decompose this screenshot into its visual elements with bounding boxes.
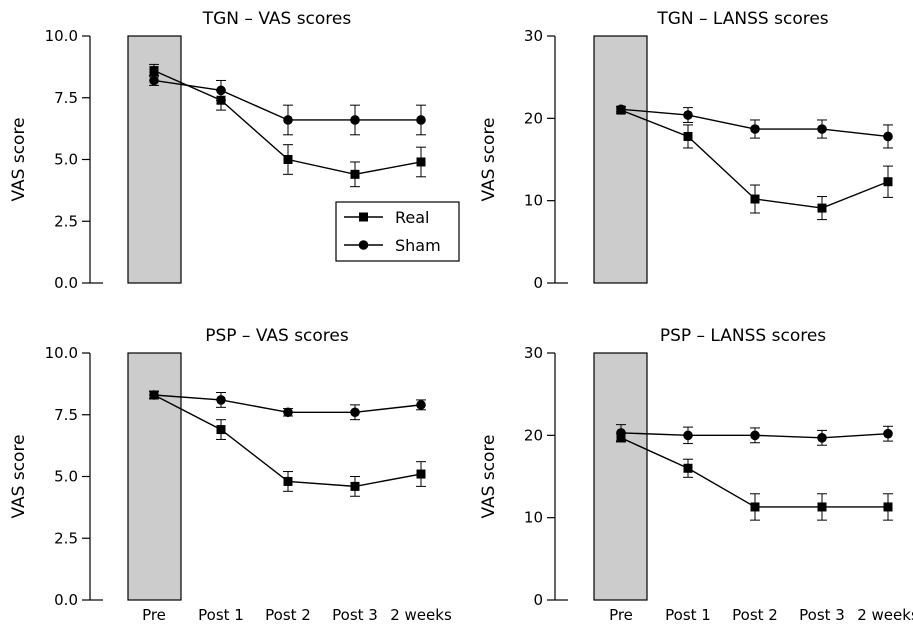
pre-shaded-region — [593, 35, 648, 284]
data-point-square — [283, 155, 293, 164]
series-sham — [149, 75, 426, 136]
data-point-circle — [350, 115, 360, 125]
y-tick-label: 20 — [524, 109, 543, 127]
data-point-square — [817, 502, 827, 512]
data-point-circle — [817, 124, 827, 134]
data-point-square — [750, 194, 760, 204]
data-point-circle — [883, 428, 893, 439]
data-point-square — [416, 469, 426, 479]
y-tick-label: 20 — [524, 426, 543, 444]
data-point-circle — [283, 115, 293, 125]
data-point-circle — [616, 428, 626, 438]
x-tick-label: 2 weeks — [857, 606, 913, 624]
y-tick-label: 30 — [524, 344, 543, 362]
y-tick-label: 2.5 — [54, 529, 78, 547]
x-tick-label: Post 2 — [265, 606, 311, 624]
data-point-circle — [216, 85, 226, 96]
y-tick-label: 10.0 — [45, 27, 78, 45]
chart-title: TGN – LANSS scores — [656, 9, 828, 29]
data-point-circle — [416, 400, 426, 410]
data-point-circle — [817, 433, 827, 443]
series-sham — [149, 390, 426, 421]
legend-label: Real — [395, 208, 430, 227]
y-axis-label: VAS score — [479, 117, 499, 201]
data-point-circle — [216, 395, 226, 405]
y-tick-label: 7.5 — [54, 89, 78, 107]
data-point-circle — [616, 104, 626, 115]
y-tick-label: 10 — [524, 509, 543, 527]
x-tick-label: Post 3 — [799, 606, 845, 624]
x-tick-label: Post 2 — [732, 606, 778, 624]
chart-panel-2: 0 10 20 30 TGN – LANSS scores VAS score — [479, 9, 893, 292]
data-point-square — [416, 157, 426, 167]
data-point-square — [817, 203, 827, 213]
y-tick-label: 10 — [524, 192, 543, 210]
y-tick-label: 10.0 — [45, 344, 78, 362]
data-point-circle — [883, 131, 893, 142]
chart-title: PSP – LANSS scores — [660, 326, 826, 346]
series-sham — [616, 424, 893, 446]
data-point-circle — [149, 390, 159, 400]
data-point-square — [283, 476, 293, 486]
chart-panel-4: 0 10 20 30 Pre Post 1 Post 2 Post 3 2 weeks PSP –… — [479, 326, 913, 624]
x-tick-label: 2 weeks — [390, 606, 452, 624]
chart-panel-3: 0.0 2.5 5.0 7.5 10.0 Pre Post 1 Post 2 Post 3 2 w… — [9, 326, 452, 624]
data-point-circle — [350, 407, 360, 418]
x-tick-label: Pre — [142, 606, 166, 624]
chart-title: TGN – VAS scores — [202, 9, 352, 29]
data-point-square — [683, 463, 693, 473]
y-tick-label: 0 — [533, 591, 543, 609]
x-tick-label: Pre — [609, 606, 633, 624]
data-point-circle — [149, 75, 159, 86]
series-real — [616, 105, 893, 221]
y-tick-label: 0.0 — [54, 274, 78, 292]
data-point-square — [750, 502, 760, 512]
legend-label: Sham — [395, 236, 441, 255]
y-tick-label: 5.0 — [54, 151, 78, 169]
data-point-square — [216, 425, 226, 435]
y-tick-label: 0 — [533, 274, 543, 292]
legend-box — [335, 201, 460, 262]
series-sham — [616, 104, 893, 149]
data-point-square — [683, 131, 693, 141]
y-axis-label: VAS score — [479, 434, 499, 518]
x-tick-label: Post 3 — [332, 606, 378, 624]
y-tick-label: 5.0 — [54, 468, 78, 486]
pre-shaded-region — [593, 352, 648, 601]
data-point-circle — [750, 124, 760, 134]
y-axis-label: VAS score — [9, 117, 29, 201]
data-point-square — [149, 66, 159, 76]
legend-circle-marker — [358, 240, 369, 250]
chart-title: PSP – VAS scores — [205, 326, 349, 346]
data-point-square — [350, 169, 360, 179]
data-point-circle — [683, 430, 693, 441]
data-point-circle — [416, 115, 426, 125]
y-axis-label: VAS score — [9, 434, 29, 518]
series-real — [149, 390, 426, 497]
pre-shaded-region — [127, 352, 182, 601]
data-point-square — [883, 177, 893, 187]
y-tick-label: 0.0 — [54, 591, 78, 609]
x-tick-label: Post 1 — [665, 606, 711, 624]
y-tick-label: 30 — [524, 27, 543, 45]
y-tick-label: 7.5 — [54, 406, 78, 424]
data-point-square — [883, 502, 893, 512]
data-point-circle — [283, 407, 293, 418]
y-tick-label: 2.5 — [54, 212, 78, 230]
legend: Real Sham — [335, 201, 460, 262]
data-point-circle — [750, 430, 760, 441]
series-real — [616, 433, 893, 521]
data-point-circle — [683, 110, 693, 120]
data-point-square — [350, 481, 360, 491]
chart-panel-1: 0.0 2.5 5.0 7.5 10.0 TGN – VAS scores VAS scor… — [9, 9, 460, 292]
x-tick-label: Post 1 — [198, 606, 244, 624]
legend-square-marker — [359, 212, 368, 222]
